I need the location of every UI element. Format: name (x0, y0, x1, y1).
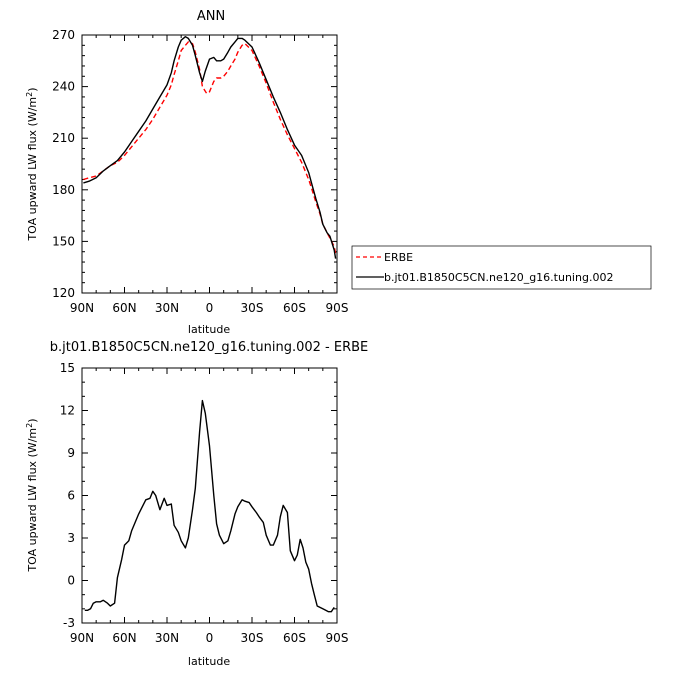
legend-box (351, 245, 652, 290)
top-series-line-model (83, 36, 337, 259)
bottom-panel: b.jt01.B1850C5CN.ne120_g16.tuning.002 - … (25, 340, 368, 668)
top-y-tick-label: 240 (52, 80, 75, 94)
top-x-tick-label: 30S (241, 301, 264, 315)
top-legend: ERBE b.jt01.B1850C5CN.ne120_g16.tuning.0… (351, 245, 652, 290)
top-plot-series (83, 36, 337, 259)
bottom-y-tick-label: 9 (67, 446, 75, 460)
bottom-x-tick-label: 90N (70, 631, 94, 645)
bottom-x-tick-label: 30N (155, 631, 179, 645)
bottom-plot-frame (81, 367, 338, 624)
bottom-x-axis-label: latitude (188, 655, 230, 668)
bottom-x-tick-label: 0 (206, 631, 214, 645)
bottom-x-tick-label: 60S (283, 631, 306, 645)
top-x-tick-label: 60N (112, 301, 136, 315)
bottom-y-tick-label: -3 (63, 616, 75, 630)
bottom-y-tick-label: 15 (60, 361, 75, 375)
bottom-x-tick-label: 30S (241, 631, 264, 645)
top-series-line-erbe (83, 41, 337, 254)
top-plot-border (81, 34, 338, 294)
top-y-tick-label: 210 (52, 131, 75, 145)
top-x-tick-label: 0 (206, 301, 214, 315)
top-y-tick-label: 270 (52, 28, 75, 42)
top-x-tick-label: 30N (155, 301, 179, 315)
top-x-tick-label: 90S (326, 301, 349, 315)
bottom-axis-ticks: 90N 60N 30N 0 30S 60S 90S -3 0 3 6 9 12 15 (60, 361, 349, 645)
bottom-series-line-difference (84, 399, 335, 613)
top-y-tick-label: 180 (52, 183, 75, 197)
bottom-y-tick-label: 12 (60, 404, 75, 418)
legend-label-model: b.jt01.B1850C5CN.ne120_g16.tuning.002 (384, 271, 613, 284)
top-y-tick-label: 120 (52, 286, 75, 300)
bottom-y-tick-label: 3 (67, 531, 75, 545)
bottom-y-tick-label: 0 (67, 574, 75, 588)
bottom-y-tick-label: 6 (67, 489, 75, 503)
top-plot-frame (81, 34, 338, 294)
bottom-x-tick-label: 60N (112, 631, 136, 645)
bottom-x-tick-label: 90S (326, 631, 349, 645)
top-x-tick-label: 90N (70, 301, 94, 315)
legend-label-erbe: ERBE (384, 251, 413, 264)
top-chart-title: ANN (197, 9, 225, 24)
top-y-tick-label: 150 (52, 234, 75, 248)
bottom-plot-border (81, 367, 338, 624)
top-panel: ANN 90N 60N 30N 0 30S 60S 90S 120 150 180 210 240 27… (25, 9, 348, 336)
top-x-tick-label: 60S (283, 301, 306, 315)
top-axis-ticks: 90N 60N 30N 0 30S 60S 90S 120 150 180 210 240 270 (52, 28, 348, 315)
bottom-y-axis-label: TOA upward LW flux (W/m2) (25, 418, 39, 572)
top-y-axis-label: TOA upward LW flux (W/m2) (25, 87, 39, 241)
bottom-chart-title: b.jt01.B1850C5CN.ne120_g16.tuning.002 - … (50, 340, 369, 355)
top-x-axis-label: latitude (188, 323, 230, 336)
bottom-plot-series (84, 399, 335, 613)
